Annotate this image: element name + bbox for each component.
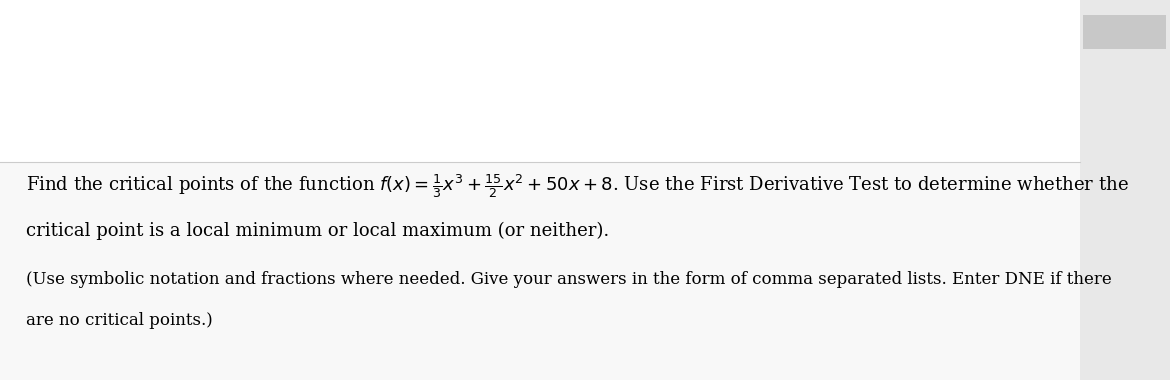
Bar bbox=[1083, 15, 1166, 49]
Bar bbox=[0, 162, 1080, 380]
Bar bbox=[1080, 0, 1170, 380]
Text: critical point is a local minimum or local maximum (or neither).: critical point is a local minimum or loc… bbox=[26, 222, 610, 240]
Text: (Use symbolic notation and fractions where needed. Give your answers in the form: (Use symbolic notation and fractions whe… bbox=[26, 271, 1112, 288]
Text: Find the critical points of the function $f(x) = \frac{1}{3}x^3 + \frac{15}{2}x^: Find the critical points of the function… bbox=[26, 172, 1129, 200]
Text: are no critical points.): are no critical points.) bbox=[26, 312, 213, 329]
